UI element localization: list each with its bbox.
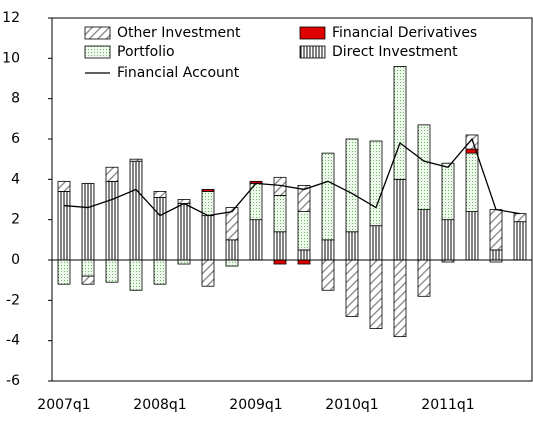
legend-swatch (299, 45, 326, 59)
y-tick-label: -6 (6, 373, 20, 389)
bar-segment (225, 259, 239, 267)
legend-swatch (299, 26, 326, 40)
bar-segment (441, 219, 455, 261)
bar-segment (105, 166, 119, 182)
bar-segment (369, 225, 383, 261)
bar-segment (465, 134, 479, 150)
plot-frame (51, 17, 533, 382)
legend-label: Other Investment (117, 25, 241, 41)
bar-segment (177, 259, 191, 265)
bar-segment (345, 259, 359, 317)
bar-segment (201, 259, 215, 287)
bar-segment (321, 259, 335, 291)
y-tick-label: -4 (6, 333, 20, 349)
y-tick-label: 12 (2, 10, 20, 26)
x-tick-label: 2009q1 (229, 397, 282, 413)
bar-segment (57, 191, 71, 261)
line-series (63, 137, 521, 217)
bar-segment (57, 180, 71, 192)
bar-segment (417, 259, 431, 297)
y-tick-label: 10 (2, 50, 20, 66)
bar-segment (201, 191, 215, 217)
bar-segment (441, 162, 455, 221)
x-tick-label: 2010q1 (325, 397, 378, 413)
bar-segment (225, 207, 239, 241)
bar-segment (417, 124, 431, 210)
legend-swatch (84, 26, 111, 40)
y-tick-label: 8 (11, 91, 20, 107)
legend-swatch (84, 45, 111, 59)
bar-segment (489, 209, 503, 251)
bar-segment (129, 259, 143, 291)
bar-segment (81, 275, 95, 285)
bar-segment (153, 259, 167, 285)
bar-segment (297, 249, 311, 261)
bar-segment (465, 152, 479, 213)
bar-segment (105, 180, 119, 261)
bar-segment (369, 259, 383, 329)
bar-segment (129, 160, 143, 261)
bar-segment (345, 231, 359, 261)
bar-segment (393, 178, 407, 261)
bar-segment (297, 211, 311, 251)
bar-segment (369, 140, 383, 227)
bar-segment (105, 259, 119, 283)
bar-segment (129, 158, 143, 162)
y-tick-label: -2 (6, 292, 20, 308)
x-tick-label: 2007q1 (37, 397, 90, 413)
bar-segment (153, 197, 167, 261)
legend-label: Portfolio (117, 44, 175, 60)
legend-label: Financial Account (117, 65, 240, 81)
bar-segment (57, 259, 71, 285)
legend-label: Financial Derivatives (332, 25, 477, 41)
bar-segment (273, 195, 287, 233)
bar-segment (81, 182, 95, 261)
bar-segment (225, 239, 239, 261)
bar-segment (513, 213, 527, 223)
bar-segment (321, 239, 335, 261)
x-tick-label: 2008q1 (133, 397, 186, 413)
bar-segment (81, 259, 95, 277)
bar-segment (489, 249, 503, 261)
bar-segment (345, 138, 359, 233)
y-tick-label: 6 (11, 131, 20, 147)
bar-segment (297, 184, 311, 212)
bar-segment (393, 66, 407, 180)
y-tick-label: 4 (11, 171, 20, 187)
bar-segment (177, 203, 191, 261)
bar-segment (465, 211, 479, 261)
bar-segment (273, 259, 287, 265)
bar-segment (297, 259, 311, 265)
y-tick-label: 0 (11, 252, 20, 268)
bar-segment (201, 215, 215, 261)
bar-segment (273, 231, 287, 261)
bar-segment (201, 189, 215, 192)
y-tick-label: 2 (11, 212, 20, 228)
bar-segment (249, 219, 263, 261)
bar-segment (153, 191, 167, 198)
bar-segment (393, 259, 407, 338)
bar-segment (321, 152, 335, 241)
legend-label: Direct Investment (332, 44, 458, 60)
bar-segment (513, 221, 527, 261)
bar-segment (417, 209, 431, 261)
x-tick-label: 2011q1 (421, 397, 474, 413)
